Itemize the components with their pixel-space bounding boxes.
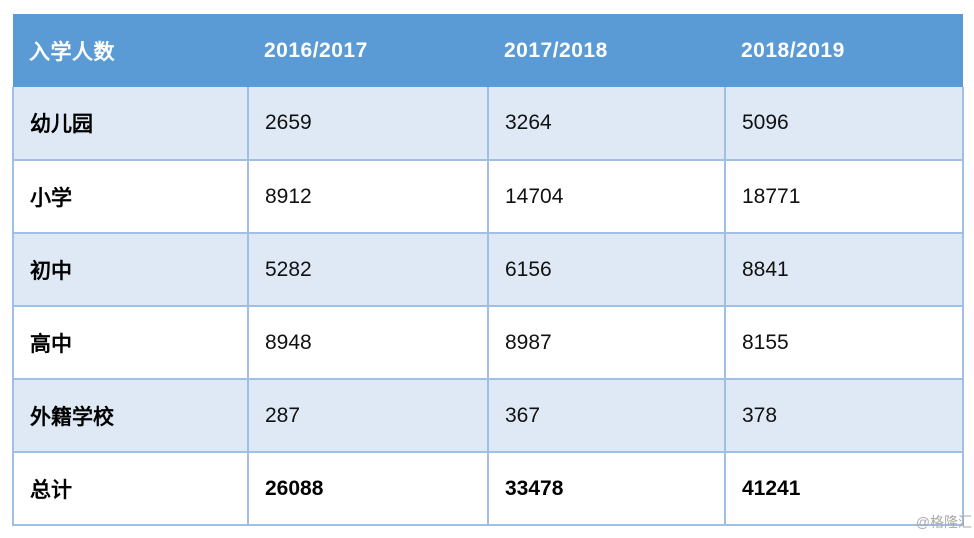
table-row-senior-high: 高中 8948 8987 8155: [12, 305, 964, 380]
cell-value: 41241: [724, 451, 964, 526]
row-label: 幼儿园: [12, 87, 249, 161]
cell-value: 3264: [487, 87, 726, 161]
cell-value: 33478: [487, 451, 726, 526]
row-label: 总计: [12, 451, 249, 526]
cell-value: 5282: [247, 232, 489, 307]
cell-value: 8912: [247, 159, 489, 234]
table-row-total: 总计 26088 33478 41241: [12, 451, 964, 526]
cell-value: 14704: [487, 159, 726, 234]
header-cell-2016-2017: 2016/2017: [248, 14, 488, 87]
cell-value: 26088: [247, 451, 489, 526]
table-row-foreign-school: 外籍学校 287 367 378: [12, 378, 964, 453]
cell-value: 378: [724, 378, 964, 453]
cell-value: 2659: [247, 87, 489, 161]
cell-value: 8987: [487, 305, 726, 380]
cell-value: 5096: [724, 87, 964, 161]
cell-value: 18771: [724, 159, 964, 234]
cell-value: 8155: [724, 305, 964, 380]
watermark: @格隆汇: [915, 514, 972, 530]
enrollment-table: 入学人数 2016/2017 2017/2018 2018/2019 幼儿园 2…: [12, 14, 964, 526]
header-cell-2017-2018: 2017/2018: [488, 14, 725, 87]
cell-value: 8948: [247, 305, 489, 380]
row-label: 初中: [12, 232, 249, 307]
cell-value: 6156: [487, 232, 726, 307]
row-label: 外籍学校: [12, 378, 249, 453]
cell-value: 287: [247, 378, 489, 453]
header-cell-category: 入学人数: [13, 14, 248, 87]
table-row-kindergarten: 幼儿园 2659 3264 5096: [12, 87, 964, 161]
table-row-primary: 小学 8912 14704 18771: [12, 159, 964, 234]
row-label: 小学: [12, 159, 249, 234]
header-row: 入学人数 2016/2017 2017/2018 2018/2019: [13, 14, 963, 87]
header-cell-2018-2019: 2018/2019: [725, 14, 963, 87]
row-label: 高中: [12, 305, 249, 380]
cell-value: 8841: [724, 232, 964, 307]
table-row-junior-high: 初中 5282 6156 8841: [12, 232, 964, 307]
cell-value: 367: [487, 378, 726, 453]
